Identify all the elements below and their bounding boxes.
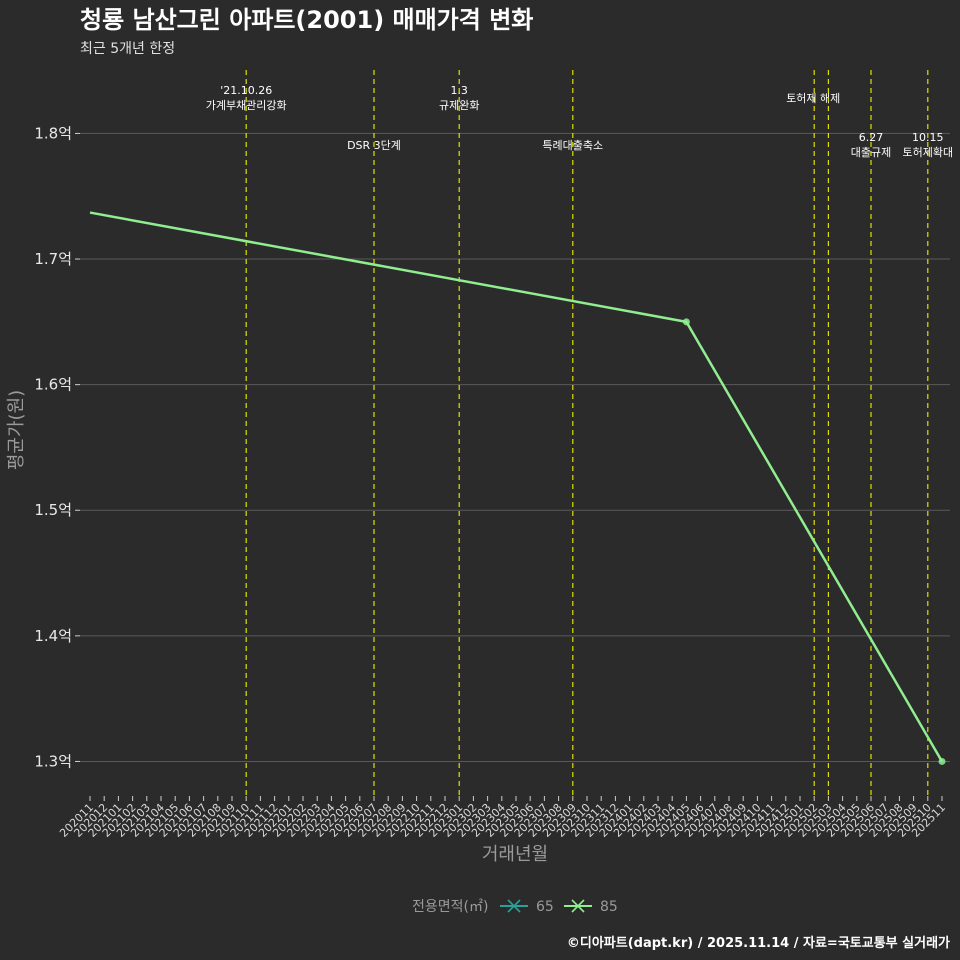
legend-key-x2-65 xyxy=(507,899,521,913)
y-tick-label-2: 1.5억 xyxy=(34,501,72,519)
y-tick-label-4: 1.7억 xyxy=(34,250,72,268)
y-axis: 1.3억 1.4억 1.5억 1.6억 1.7억 1.8억 xyxy=(34,124,80,770)
y-axis-title: 평균가(원) xyxy=(6,390,27,470)
legend-title: 전용면적(㎡) xyxy=(412,899,488,915)
gridlines xyxy=(80,132,950,762)
event-label-202502-0: 토허제 해제 xyxy=(786,91,840,105)
event-label-202309-0: 특례대출축소 xyxy=(542,139,603,152)
event-label-202110-1: 가계부채관리강화 xyxy=(206,99,287,112)
x-axis: 2020112020122021012021022021032021042021… xyxy=(57,796,948,840)
y-tick-label-3: 1.6억 xyxy=(34,376,72,394)
legend-key-x2-85 xyxy=(571,899,585,913)
point-85-202405 xyxy=(682,318,690,326)
event-label-202301-0: 1.3 xyxy=(450,84,468,97)
point-85-202511 xyxy=(938,757,946,765)
source-caption: ©디아파트(dapt.kr) / 2025.11.14 / 자료=국토교통부 실… xyxy=(567,935,950,951)
y-tick-label-0: 1.3억 xyxy=(34,752,72,770)
event-label-202510-0: 10.15 xyxy=(912,131,944,144)
legend: 전용면적(㎡) 65 85 xyxy=(412,899,618,915)
event-label-202301-1: 규제완화 xyxy=(439,99,479,112)
event-label-202110-0: '21.10.26 xyxy=(220,84,272,97)
y-tick-label-1: 1.4억 xyxy=(34,627,72,645)
event-label-202506-1: 대출규제 xyxy=(851,146,891,159)
series-layer xyxy=(89,211,946,765)
legend-label-85: 85 xyxy=(600,899,618,915)
x-axis-title: 거래년월 xyxy=(482,844,548,865)
y-tick-label-5: 1.8억 xyxy=(34,124,72,142)
chart-title: 청룡 남산그린 아파트(2001) 매매가격 변화 xyxy=(80,6,533,34)
legend-label-65: 65 xyxy=(536,899,554,915)
event-label-202506-0: 6.27 xyxy=(859,131,884,144)
event-label-202510-1: 토허제확대 xyxy=(902,146,953,159)
event-label-202207-0: DSR 3단계 xyxy=(347,139,401,152)
chart-subtitle: 최근 5개년 한정 xyxy=(80,41,175,57)
